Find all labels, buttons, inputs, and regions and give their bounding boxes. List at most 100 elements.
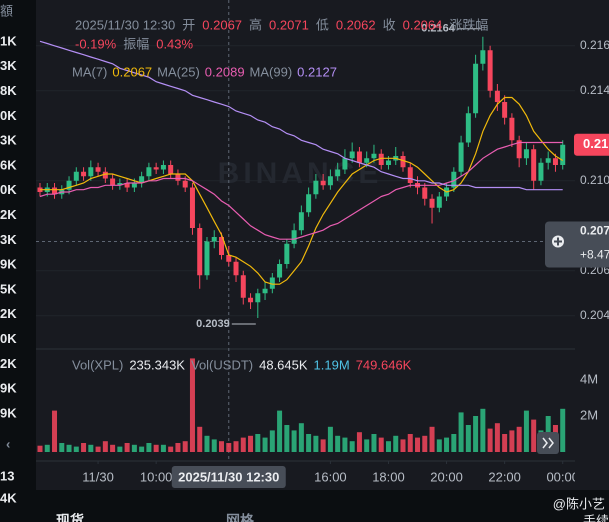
candle-body (436, 196, 442, 208)
left-value: 2K (0, 207, 17, 222)
volume-bar (458, 412, 464, 452)
volume-bar (313, 435, 319, 452)
volume-bar (88, 444, 94, 452)
y-tick-label: 0.210 (580, 173, 609, 187)
volume-bar (400, 439, 406, 452)
crosshair-time-badge (171, 466, 286, 488)
volume-bar (531, 419, 537, 452)
volume-bar (502, 434, 508, 452)
y-tick-label: 0.214 (580, 83, 609, 97)
volume-bar (356, 432, 362, 452)
volume-bar (233, 441, 239, 452)
candle-body (320, 180, 326, 186)
volume-bar (255, 434, 261, 452)
candle-body (335, 169, 341, 177)
volume-bar (516, 426, 522, 452)
vol-label: Vol(XPL) (72, 357, 123, 372)
volume-bar (422, 435, 428, 452)
candle-body (349, 151, 355, 159)
volume-bar (139, 446, 145, 452)
ma-name: MA(25) (157, 64, 200, 79)
candle-body (262, 288, 268, 294)
volume-bar (66, 444, 72, 452)
volume-bar (182, 441, 188, 452)
volume-bar (248, 435, 254, 452)
volume-bar (509, 430, 515, 452)
candle-body (284, 243, 290, 264)
ma-line (40, 96, 564, 285)
footer-tab[interactable]: 网格 (226, 513, 255, 522)
left-arrow: ‹ (6, 436, 10, 451)
volume-bar (226, 443, 232, 452)
chart-panel (36, 0, 609, 490)
volume-bar (175, 443, 181, 452)
volume-bar (371, 434, 377, 452)
left-value: 9K (0, 257, 17, 272)
candle-body (480, 50, 486, 64)
candle-body (95, 167, 101, 172)
candle-body (124, 183, 130, 188)
x-tick-label: 18:00 (372, 469, 405, 484)
candle-body (66, 180, 72, 190)
watermark: BINANCE (218, 157, 383, 190)
candle-body (88, 167, 94, 177)
expand-button[interactable] (537, 432, 559, 454)
footer-tab[interactable]: 现货 (56, 513, 84, 522)
volume-bar (211, 439, 217, 452)
volume-bar (494, 423, 500, 452)
candle-body (356, 151, 362, 163)
vol-tick-label: 2M (580, 407, 598, 422)
volume-bar (436, 439, 442, 452)
candle-body (189, 187, 195, 228)
y-tick-label: 0.216 (580, 38, 609, 52)
x-tick-label: 16:00 (314, 469, 347, 484)
volume-bar (298, 423, 304, 452)
left-value: 8K (0, 83, 17, 98)
candle-body (160, 165, 166, 170)
volume-bar (342, 437, 348, 452)
left-bottom: 13 (0, 468, 14, 483)
annotation-label: 0.2039 (196, 318, 230, 330)
ma-name: MA(99) (250, 64, 293, 79)
current-price: 0.21 (583, 136, 608, 151)
volume-bar (240, 437, 246, 452)
x-tick-label: 20:00 (430, 469, 463, 484)
volume-bar (131, 444, 137, 452)
field-value: 0.2064 (403, 17, 443, 32)
volume-bar (284, 425, 290, 452)
header-time: 2025/11/30 12:30 (75, 17, 175, 32)
candle-body (422, 187, 428, 199)
candle-body (153, 167, 159, 170)
candle-body (371, 153, 377, 159)
candle-body (552, 158, 558, 165)
ma-name: MA(7) (72, 64, 107, 79)
candle-body (197, 228, 203, 276)
candle-body (182, 180, 188, 188)
candle-body (385, 160, 391, 165)
volume-bar (52, 410, 58, 452)
volume-bar (44, 444, 50, 452)
candle-body (451, 171, 457, 188)
candle-body (240, 275, 246, 298)
volume-bar (153, 444, 159, 452)
volume-bar (407, 434, 413, 452)
volume-bar (95, 446, 101, 452)
candle-body (102, 171, 108, 179)
left-value: 3K (0, 58, 17, 73)
candle-body (378, 153, 384, 165)
candle-body (400, 156, 406, 168)
expand-icon (542, 437, 554, 449)
watermark-user: @陈小艺 (553, 496, 605, 511)
field-label: 涨跌幅 (449, 17, 488, 32)
left-bottom: 4K (0, 490, 17, 505)
volume-bar (269, 430, 275, 452)
candle-body (465, 113, 471, 143)
field-label: 收 (383, 17, 396, 32)
vol-tick-label: 4M (580, 371, 598, 386)
ma-value: 0.2089 (205, 64, 245, 79)
volume-bar (523, 410, 529, 452)
candle-body (429, 198, 435, 208)
volume-bar (327, 426, 333, 452)
candle-body (516, 140, 522, 159)
